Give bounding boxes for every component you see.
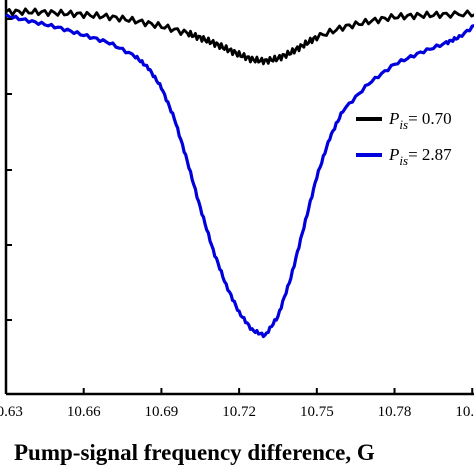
legend-entry: Pis= 0.70 — [388, 109, 452, 132]
series-line — [5, 13, 474, 339]
legend-value: = 2.87 — [408, 145, 452, 164]
x-axis-label: Pump-signal frequency difference, G — [14, 440, 375, 465]
legend-entry: Pis= 2.87 — [388, 145, 452, 168]
series-layer — [5, 7, 474, 339]
x-tick-label: 10.66 — [67, 404, 101, 420]
x-tick-label: 10.69 — [145, 404, 179, 420]
legend-symbol: P — [388, 145, 399, 164]
x-tick-label: 10.81 — [455, 404, 474, 420]
x-tick-label: 10.78 — [378, 404, 412, 420]
x-tick-label: 10.75 — [300, 404, 334, 420]
x-axis-ticks: 10.63 10.66 10.69 10.72 10.75 10.78 10.81 — [0, 388, 474, 420]
legend-value: = 0.70 — [408, 109, 452, 128]
x-tick-label: 10.63 — [0, 404, 23, 420]
x-tick-label: 10.72 — [222, 404, 256, 420]
series-line — [5, 7, 474, 66]
legend-subscript: is — [399, 153, 408, 168]
legend-subscript: is — [399, 117, 408, 132]
legend-symbol: P — [388, 109, 399, 128]
y-axis-ticks — [6, 18, 12, 321]
